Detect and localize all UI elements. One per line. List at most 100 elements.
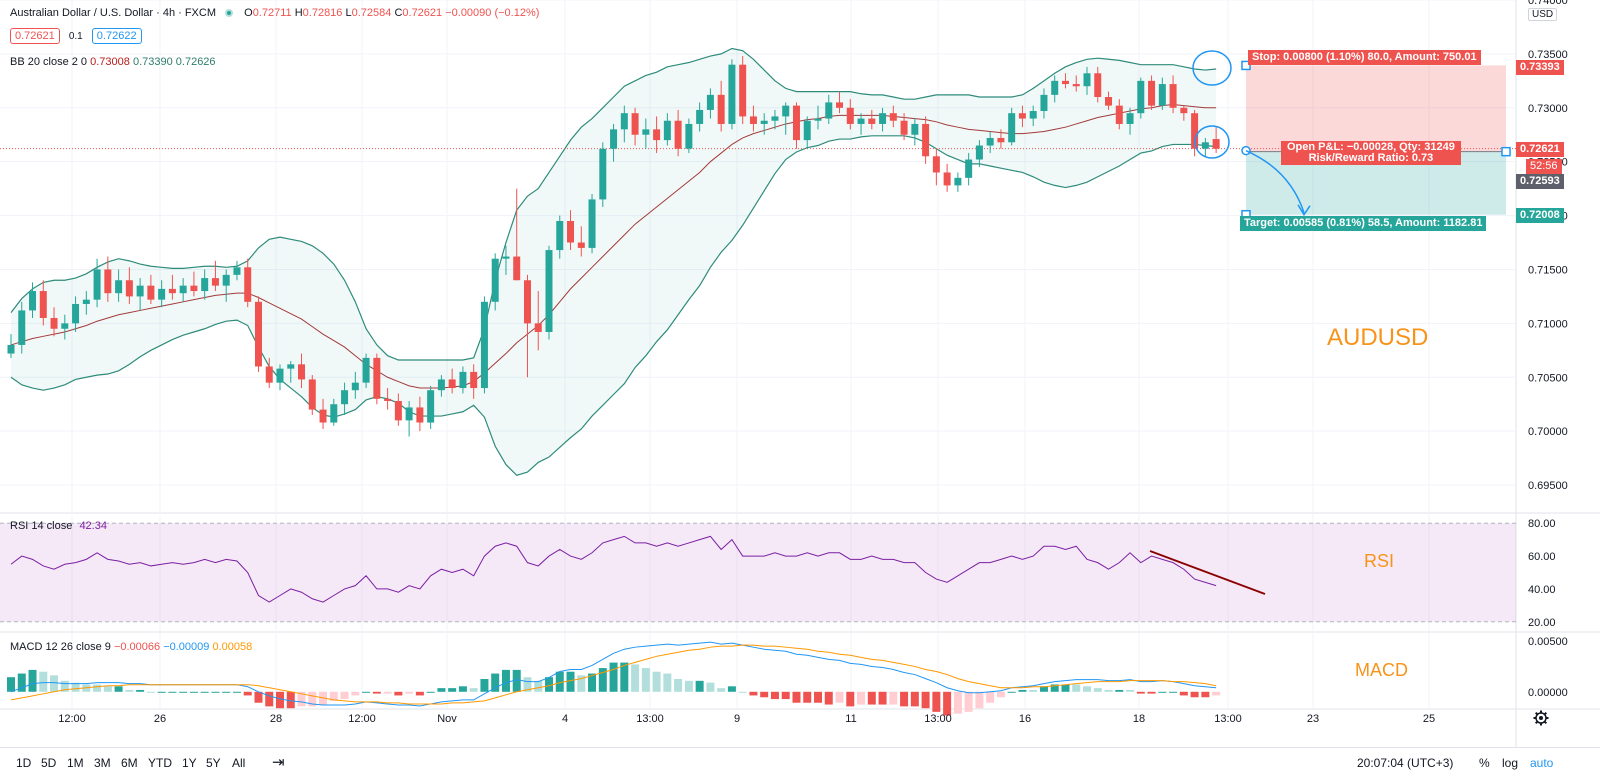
ohlc-high: 0.72816 [302,7,343,19]
auto-toggle[interactable]: auto [1530,756,1554,770]
candle-body [567,220,575,243]
candle-body [298,364,306,380]
timeframe-all[interactable]: All [232,756,246,770]
macd-histogram-bar [232,691,241,693]
timeframe-1m[interactable]: 1M [67,756,84,770]
rsi-band-fill [0,523,1516,622]
target-label[interactable]: Target: 0.00585 (0.81%) 58.5, Amount: 11… [1240,216,1487,231]
timeframe-1d[interactable]: 1D [16,756,32,770]
macd-histogram-bar [1158,691,1167,693]
timeframe-5y[interactable]: 5Y [206,756,221,770]
candle-body [739,64,747,117]
candle-body [211,278,219,286]
macd-legend[interactable]: MACD 12 26 close 9 −0.00066 −0.00009 0.0… [10,641,252,653]
price-tick-label: 0.71000 [1528,318,1568,330]
timeframe-ytd[interactable]: YTD [148,756,172,770]
macd-histogram-bar [738,691,747,693]
macd-histogram-bar [1190,691,1199,698]
symbol-legend: Australian Dollar / U.S. Dollar · 4h · F… [10,7,540,19]
rsi-tick-label: 20.00 [1528,617,1556,629]
timeframe-6m[interactable]: 6M [121,756,138,770]
candle-body [1137,80,1145,114]
candle-body [728,64,736,124]
candle-body [115,280,123,294]
candle-body [72,303,80,324]
candle-body [653,129,661,141]
sell-button[interactable]: 0.72621 [10,28,60,44]
macd-histogram-bar [824,691,833,705]
bollinger-upper-line [10,47,1217,361]
macd-histogram-bar [136,689,145,692]
candle-body [836,102,844,108]
log-toggle[interactable]: log [1502,756,1519,770]
candle-body [416,407,424,423]
price-tick-label: 0.70000 [1528,426,1568,438]
timeframe-1y[interactable]: 1Y [182,756,197,770]
time-tick-label: 11 [845,713,856,725]
candle-body [1051,80,1059,95]
candle-body [868,118,876,124]
go-to-date-icon[interactable]: ⇥ [272,754,285,771]
macd-histogram-bar [727,686,736,692]
stop-label[interactable]: Stop: 0.00800 (1.10%) 80.0, Amount: 750.… [1248,50,1481,65]
candle-body [685,123,693,149]
bb-lower-value: 0.72626 [175,56,216,68]
candle-body [1040,94,1048,112]
market-status-dot [225,9,234,17]
candle-body [1169,84,1177,108]
candle-body [610,129,618,149]
candle-body [771,116,779,121]
macd-tick-label: 0.00000 [1528,687,1568,699]
macd-histogram-bar [652,671,661,692]
buy-button[interactable]: 0.72622 [91,28,142,44]
current-price-tag: 0.72621 [1516,142,1564,157]
candle-body [1083,73,1091,87]
macd-histogram-bar [770,691,779,700]
macd-histogram-bar [953,691,962,714]
projection-arrow-head [1297,204,1311,217]
macd-histogram-bar [1039,686,1048,692]
countdown-tag: 52:56 [1526,159,1562,174]
candle-body [179,285,187,294]
candle-body [513,256,521,281]
candle-body [997,137,1005,143]
open-pnl-label[interactable]: Open P&L: −0.00028, Qty: 31249 Risk/Rewa… [1281,141,1461,165]
macd-histogram-bar [588,673,597,692]
bb-legend[interactable]: BB 20 close 2 0 0.73008 0.73390 0.72626 [10,56,216,68]
gear-tooth [1534,711,1539,716]
percent-toggle[interactable]: % [1479,756,1490,770]
macd-histogram-bar [1147,691,1156,694]
clock-readout[interactable]: 20:07:04 (UTC+3) [1357,756,1454,770]
candle-body [82,299,90,304]
projection-arrow [1245,149,1305,213]
macd-histogram-bar [458,686,467,692]
macd-histogram-bar [760,691,769,698]
candle-body [437,379,445,391]
price-tick-label: 0.70500 [1528,372,1568,384]
entry-price-tag: 0.72593 [1516,174,1564,189]
candle-body [900,120,908,135]
macd-histogram-bar [297,691,306,707]
timeframe-5d[interactable]: 5D [41,756,57,770]
symbol-title[interactable]: Australian Dollar / U.S. Dollar · 4h · F… [10,7,216,19]
time-tick-label: 16 [1019,713,1031,725]
macd-histogram-bar [1061,684,1070,692]
candle-body [384,398,392,401]
timeframe-3m[interactable]: 3M [94,756,111,770]
currency-label[interactable]: USD [1528,8,1558,21]
candle-body [803,120,811,141]
macd-histogram-bar [749,691,758,696]
time-tick-label: Nov [437,713,457,725]
price-tick-label: 0.73500 [1528,49,1568,61]
bollinger-lower-line [10,135,1217,477]
time-tick-label: 25 [1423,713,1435,725]
settings-gear-icon[interactable] [1533,710,1549,726]
target-price-tag: 0.72008 [1516,208,1564,223]
candle-body [534,323,542,332]
macd-histogram-bar [426,691,435,693]
candle-body [1212,139,1220,149]
macd-histogram-bar [448,688,457,692]
rsi-legend[interactable]: RSI 14 close 42.34 [10,520,107,532]
candle-body [620,113,628,130]
